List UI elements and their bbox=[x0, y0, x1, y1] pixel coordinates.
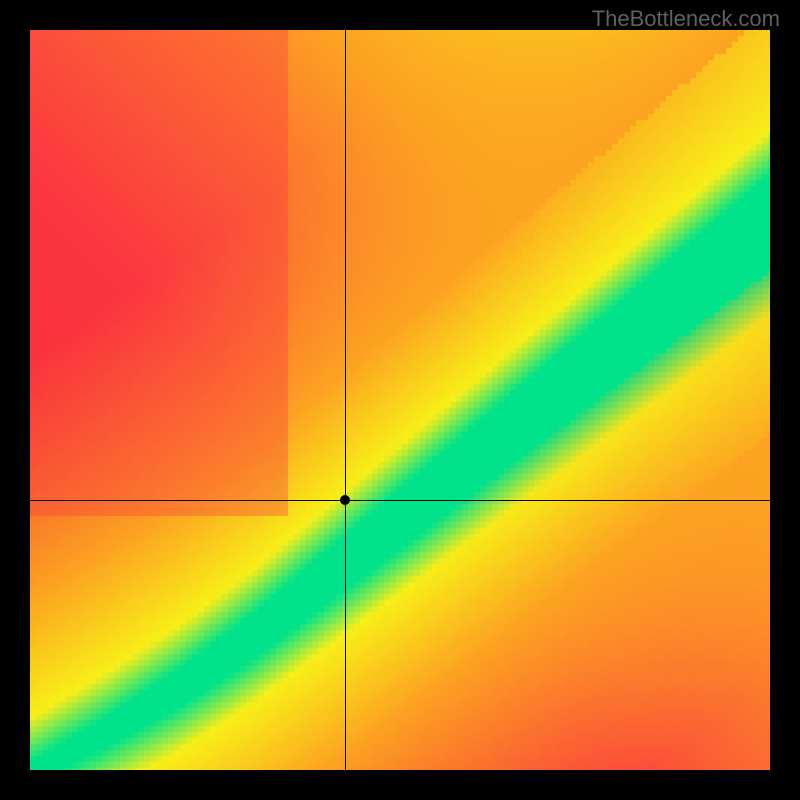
marker-dot bbox=[340, 495, 350, 505]
crosshair-horizontal bbox=[30, 500, 770, 501]
heatmap-canvas bbox=[30, 30, 770, 770]
plot-area bbox=[30, 30, 770, 770]
watermark-text: TheBottleneck.com bbox=[592, 6, 780, 32]
chart-container: TheBottleneck.com bbox=[0, 0, 800, 800]
crosshair-vertical bbox=[345, 30, 346, 770]
